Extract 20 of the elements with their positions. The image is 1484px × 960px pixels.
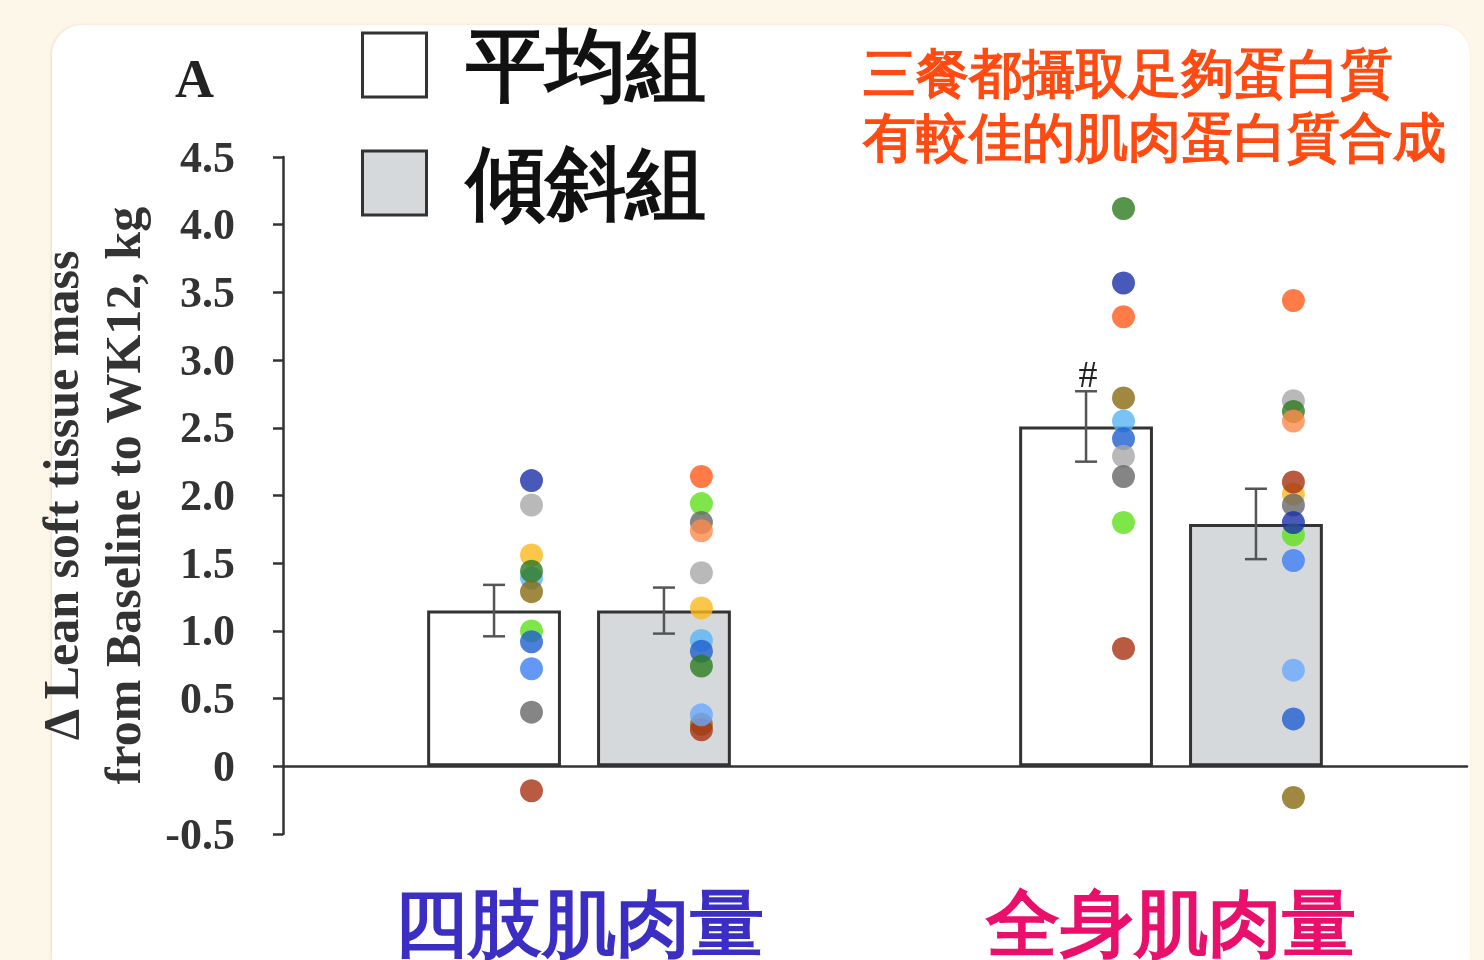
chart-title: 三餐都攝取足夠蛋白質 bbox=[863, 42, 1393, 104]
chart-subtitle: 有較佳的肌肉蛋白質合成 bbox=[862, 106, 1446, 168]
y-tick-label: 1.5 bbox=[180, 538, 235, 588]
y-tick-label: 3.5 bbox=[180, 267, 235, 317]
y-tick-label: 2.0 bbox=[180, 471, 235, 520]
x-tick-label: 全身肌肉量 bbox=[985, 880, 1356, 960]
x-tick-label: 四肢肌肉量 bbox=[394, 880, 764, 960]
y-tick-label: 4.5 bbox=[180, 132, 235, 182]
y-tick-label: 1.0 bbox=[180, 606, 235, 656]
y-tick-label: -0.5 bbox=[165, 809, 235, 859]
y-axis-title: Δ Lean soft tissue mass from Baseline to WK12, kg bbox=[33, 206, 152, 785]
legend-label: 傾斜組 bbox=[462, 136, 706, 230]
y-tick-label: 0 bbox=[213, 741, 235, 791]
y-tick-label: 2.5 bbox=[180, 403, 235, 453]
text: A bbox=[175, 49, 214, 109]
y-tick-label: 3.0 bbox=[180, 335, 235, 385]
y-tick-label: 4.0 bbox=[180, 200, 235, 250]
y-tick-label: 0.5 bbox=[180, 674, 235, 724]
annotation: # bbox=[1078, 353, 1098, 395]
legend-label: 平均組 bbox=[464, 18, 706, 112]
